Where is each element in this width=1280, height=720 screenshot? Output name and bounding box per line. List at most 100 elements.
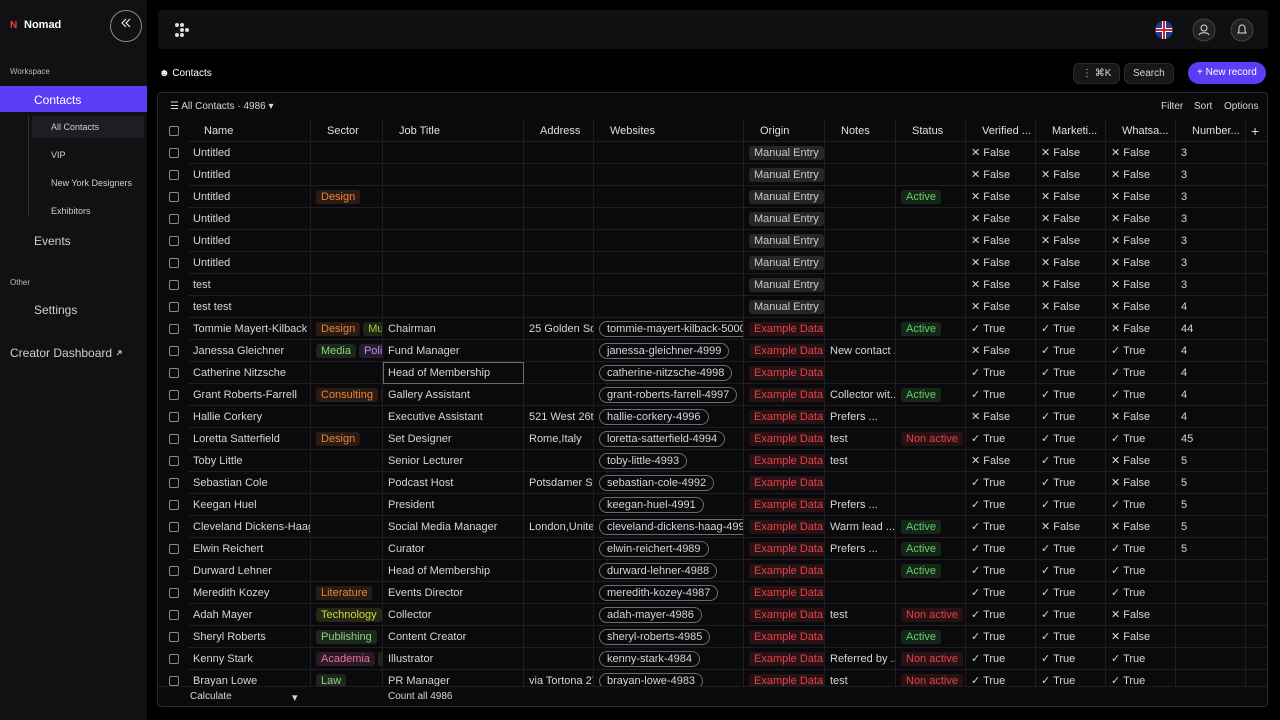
row-checkbox[interactable] xyxy=(169,654,179,664)
nav-view[interactable]: New York Designers xyxy=(51,178,133,188)
filter-button[interactable]: Filter xyxy=(1161,101,1184,112)
view-selector[interactable]: ☰ All Contacts · 4986 ▾ xyxy=(170,101,274,112)
origin-badge: Manual Entry xyxy=(749,146,824,160)
select-all[interactable] xyxy=(169,126,179,136)
name-cell: Toby Little xyxy=(188,450,311,472)
row-checkbox[interactable] xyxy=(169,632,179,642)
column-header[interactable]: Marketi... xyxy=(1036,120,1106,142)
row-checkbox[interactable] xyxy=(169,258,179,268)
row-checkbox[interactable] xyxy=(169,302,179,312)
row-checkbox[interactable] xyxy=(169,588,179,598)
command-button[interactable]: ⋮ ⌘K xyxy=(1073,63,1121,84)
cell: ✕ False xyxy=(1036,296,1106,318)
column-header[interactable]: Websites xyxy=(594,120,744,142)
website-chip[interactable]: kenny-stark-4984 xyxy=(599,651,700,667)
notifications-button[interactable] xyxy=(1230,18,1254,42)
bool-value: True xyxy=(1053,543,1076,555)
options-button[interactable]: Options xyxy=(1224,101,1259,112)
website-chip[interactable]: keegan-huel-4991 xyxy=(599,497,704,513)
new-record-button[interactable]: + New record xyxy=(1188,62,1266,84)
row-checkbox[interactable] xyxy=(169,170,179,180)
name-cell: Janessa Gleichner xyxy=(188,340,311,362)
cell xyxy=(825,252,896,274)
bool-value: False xyxy=(1053,235,1081,247)
row-checkbox[interactable] xyxy=(169,324,179,334)
row-checkbox[interactable] xyxy=(169,676,179,686)
sort-button[interactable]: Sort xyxy=(1194,101,1213,112)
website-chip[interactable]: hallie-corkery-4996 xyxy=(599,409,709,425)
cell: Literature xyxy=(311,582,383,604)
row-checkbox[interactable] xyxy=(169,280,179,290)
website-chip[interactable]: grant-roberts-farrell-4997 xyxy=(599,387,738,403)
row-checkbox[interactable] xyxy=(169,390,179,400)
website-chip[interactable]: loretta-satterfield-4994 xyxy=(599,431,726,447)
text-cell: Social Media Manager xyxy=(383,516,524,538)
website-chip[interactable]: janessa-gleichner-4999 xyxy=(599,343,730,359)
website-chip[interactable]: toby-little-4993 xyxy=(599,453,688,469)
row-checkbox[interactable] xyxy=(169,412,179,422)
bool-value: False xyxy=(1123,631,1151,643)
column-header[interactable]: Address xyxy=(524,120,594,142)
row-checkbox[interactable] xyxy=(169,214,179,224)
row-checkbox[interactable] xyxy=(169,522,179,532)
column-header[interactable]: Origin xyxy=(744,120,825,142)
row-checkbox[interactable] xyxy=(169,500,179,510)
cell xyxy=(524,648,594,670)
nav-settings[interactable]: Settings xyxy=(34,303,78,317)
column-header[interactable]: Notes xyxy=(825,120,896,142)
nav-events[interactable]: Events xyxy=(34,234,71,248)
text-cell: Collector wit... xyxy=(825,384,896,406)
nav-view[interactable]: VIP xyxy=(51,150,66,160)
nav-view[interactable]: Exhibitors xyxy=(51,206,91,216)
calculate-button[interactable]: Calculate xyxy=(190,691,232,702)
nav-view[interactable]: All Contacts xyxy=(51,122,100,132)
cell: Manual Entry xyxy=(744,274,825,296)
website-chip[interactable]: sebastian-cole-4992 xyxy=(599,475,715,491)
text-cell: 3 xyxy=(1176,252,1246,274)
website-chip[interactable]: catherine-nitzsche-4998 xyxy=(599,365,733,381)
website-chip[interactable]: elwin-reichert-4989 xyxy=(599,541,709,557)
website-chip[interactable]: meredith-kozey-4987 xyxy=(599,585,719,601)
row-checkbox[interactable] xyxy=(169,368,179,378)
search-button[interactable]: Search xyxy=(1124,63,1174,84)
column-header[interactable]: Verified ... xyxy=(966,120,1036,142)
website-chip[interactable]: adah-mayer-4986 xyxy=(599,607,702,623)
column-header[interactable]: Number... xyxy=(1176,120,1246,142)
column-header[interactable]: Whatsa... xyxy=(1106,120,1176,142)
cell xyxy=(825,362,896,384)
bool-value: False xyxy=(1123,213,1151,225)
cell: cleveland-dickens-haag-4990 xyxy=(594,516,744,538)
column-header[interactable]: Status xyxy=(896,120,966,142)
column-header[interactable]: Job Title xyxy=(383,120,524,142)
row-checkbox[interactable] xyxy=(169,456,179,466)
row-checkbox[interactable] xyxy=(169,478,179,488)
row-checkbox[interactable] xyxy=(169,148,179,158)
cell xyxy=(594,142,744,164)
origin-badge: Example Data xyxy=(749,608,824,622)
website-chip[interactable]: durward-lehner-4988 xyxy=(599,563,718,579)
workspace-name[interactable]: Nomad xyxy=(24,19,62,31)
row-checkbox[interactable] xyxy=(169,236,179,246)
website-chip[interactable]: cleveland-dickens-haag-4990 xyxy=(599,519,743,535)
row-checkbox[interactable] xyxy=(169,566,179,576)
creator-dashboard[interactable]: Creator Dashboard xyxy=(10,346,123,360)
row-checkbox[interactable] xyxy=(169,346,179,356)
cell xyxy=(896,208,966,230)
shortcut: ⌘K xyxy=(1094,68,1112,79)
row-checkbox[interactable] xyxy=(169,192,179,202)
cell xyxy=(311,538,383,560)
column-header[interactable]: Sector xyxy=(311,120,383,142)
website-chip[interactable]: tommie-mayert-kilback-5000 xyxy=(599,321,743,337)
column-header[interactable]: Name xyxy=(188,120,311,142)
row-checkbox[interactable] xyxy=(169,434,179,444)
bool-value: True xyxy=(1053,455,1076,467)
row-checkbox[interactable] xyxy=(169,610,179,620)
text-cell: 25 Golden Squa xyxy=(524,318,594,340)
bool-value: True xyxy=(983,323,1006,335)
row-checkbox[interactable] xyxy=(169,544,179,554)
language-button[interactable] xyxy=(1154,20,1174,40)
website-chip[interactable]: sheryl-roberts-4985 xyxy=(599,629,711,645)
profile-button[interactable] xyxy=(1192,18,1216,42)
collapse-button[interactable] xyxy=(110,10,142,42)
nav-contacts[interactable]: Contacts xyxy=(34,93,82,107)
